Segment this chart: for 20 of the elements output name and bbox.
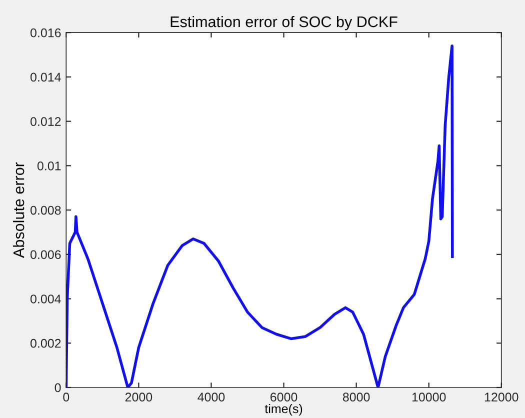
y-tick-label: 0.016: [30, 28, 61, 38]
y-tick-label: 0.012: [30, 117, 61, 126]
x-tick-label: 0: [63, 392, 70, 402]
y-axis-title: Absolute error: [12, 162, 24, 258]
y-tick-label: 0.002: [30, 338, 61, 348]
x-tick-label: 4000: [198, 392, 225, 402]
x-axis-title: time(s): [264, 404, 302, 416]
y-tick-label: 0.008: [30, 206, 61, 215]
y-tick-label: 0.014: [30, 72, 61, 82]
x-tick-label: 6000: [270, 392, 298, 402]
x-tick-label: 12000: [484, 392, 518, 402]
x-tick-label: 2000: [125, 392, 152, 402]
y-tick-label: 0: [54, 383, 61, 392]
y-tick-label: 0.006: [30, 250, 61, 260]
x-tick-label: 8000: [342, 392, 370, 402]
chart-title: Estimation error of SOC by DCKF: [170, 16, 398, 30]
x-tick-label: 10000: [412, 392, 446, 402]
y-tick-label: 0.01: [37, 161, 61, 170]
line-series: [66, 44, 454, 388]
y-tick-label: 0.004: [30, 294, 61, 304]
